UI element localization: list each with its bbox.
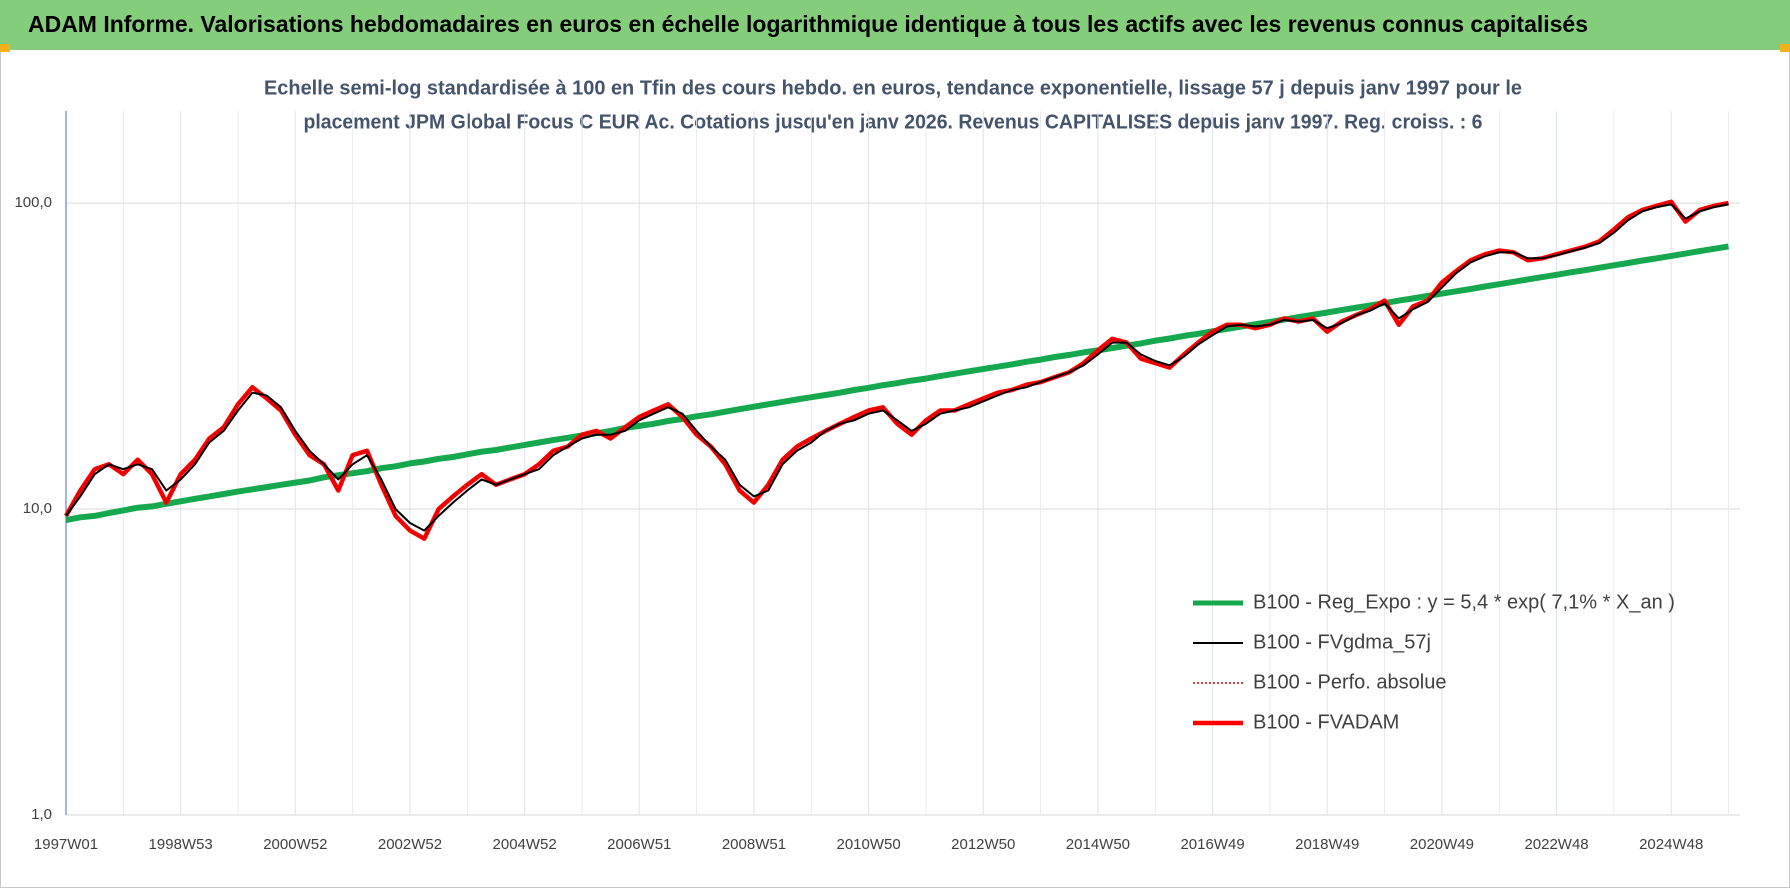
y-tick-label: 100,0 — [14, 194, 52, 211]
x-tick-label: 2014W50 — [1066, 836, 1130, 853]
x-tick-label: 2002W52 — [378, 836, 442, 853]
x-tick-label: 2012W50 — [951, 836, 1015, 853]
legend-label: B100 - Reg_Expo : y = 5,4 * exp( 7,1% * … — [1253, 591, 1675, 613]
header-bar — [0, 0, 1790, 50]
legend-label: B100 - Perfo. absolue — [1253, 671, 1446, 693]
chart-subtitle: Echelle semi-log standardisée à 100 en T… — [264, 77, 1522, 99]
x-tick-label: 1998W53 — [149, 836, 213, 853]
x-tick-label: 2010W50 — [836, 836, 900, 853]
x-tick-label: 2008W51 — [722, 836, 786, 853]
x-tick-label: 2024W48 — [1639, 836, 1703, 853]
corner-mark — [1780, 44, 1790, 52]
x-tick-label: 1997W01 — [34, 836, 98, 853]
x-tick-label: 2006W51 — [607, 836, 671, 853]
corner-mark — [0, 44, 10, 52]
x-tick-label: 2018W49 — [1295, 836, 1359, 853]
x-tick-label: 2000W52 — [263, 836, 327, 853]
chart-subtitle: placement JPM Global Focus C EUR Ac. Cot… — [304, 111, 1483, 133]
legend-label: B100 - FVgdma_57j — [1253, 631, 1431, 653]
y-tick-label: 10,0 — [23, 500, 52, 517]
chart-title: ADAM Informe. Valorisations hebdomadaire… — [28, 11, 1588, 37]
x-tick-label: 2004W52 — [493, 836, 557, 853]
series-line — [65, 203, 1729, 532]
series-line — [65, 201, 1729, 540]
x-tick-label: 2016W49 — [1180, 836, 1244, 853]
y-tick-label: 1,0 — [31, 806, 52, 823]
x-tick-label: 2020W49 — [1410, 836, 1474, 853]
x-tick-label: 2022W48 — [1524, 836, 1588, 853]
legend-label: B100 - FVADAM — [1253, 711, 1399, 733]
